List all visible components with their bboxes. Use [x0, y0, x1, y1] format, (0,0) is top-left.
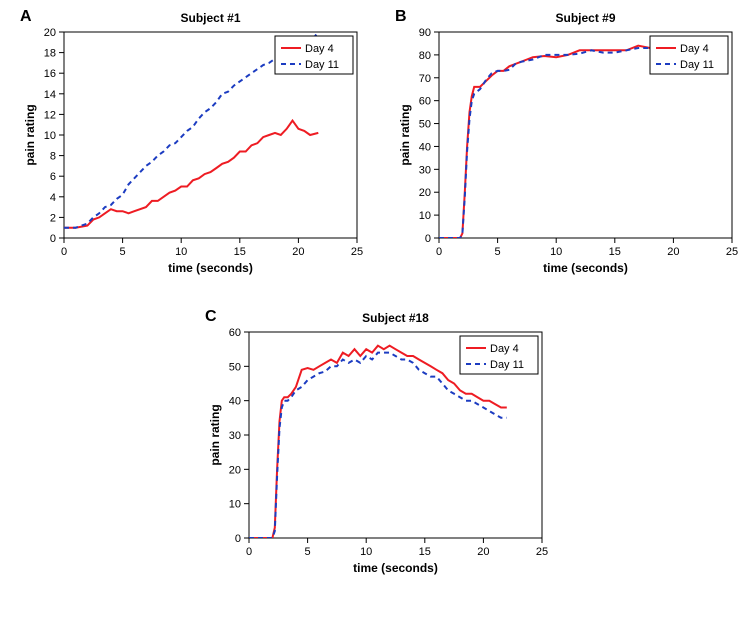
chart-panel-C: C Subject #18 0 5 10 15 20 25 0 10 20 30 40 50 60 time …: [205, 308, 550, 578]
y-tick-label: 6: [50, 171, 56, 183]
y-tick-label: 20: [44, 27, 56, 39]
x-tick-label: 0: [436, 246, 442, 258]
x-tick-label: 15: [234, 246, 246, 258]
y-tick-label: 80: [419, 50, 431, 62]
x-tick-label: 10: [175, 246, 187, 258]
x-tick-label: 0: [61, 246, 67, 258]
y-tick-label: 30: [229, 430, 241, 442]
legend-label: Day 4: [490, 343, 519, 355]
chart-title: Subject #18: [362, 311, 429, 325]
y-tick-label: 12: [44, 109, 56, 121]
y-tick-label: 60: [229, 327, 241, 339]
chart-svg-A: Subject #1 0 5 10 15 20 25 0 2 4 6 8 10 12 14 16 18 20 tim…: [20, 8, 365, 278]
series-day4: [249, 346, 507, 538]
x-axis-label: time (seconds): [543, 261, 628, 275]
y-tick-label: 70: [419, 73, 431, 85]
x-axis-label: time (seconds): [353, 561, 438, 575]
x-tick-label: 10: [550, 246, 562, 258]
y-tick-label: 60: [419, 96, 431, 108]
y-tick-label: 20: [419, 187, 431, 199]
series-day11: [439, 48, 695, 238]
y-tick-label: 10: [229, 499, 241, 511]
y-tick-label: 14: [44, 89, 56, 101]
panel-letter-B: B: [395, 8, 407, 26]
y-tick-label: 18: [44, 48, 56, 60]
y-tick-label: 40: [419, 141, 431, 153]
x-tick-label: 15: [419, 546, 431, 558]
y-tick-label: 30: [419, 164, 431, 176]
chart-panel-A: A Subject #1 0 5 10 15 20 25 0 2 4 6 8 10 12 14 16 18 20 ti…: [20, 8, 365, 278]
panel-letter-C: C: [205, 308, 217, 326]
figure-page: A Subject #1 0 5 10 15 20 25 0 2 4 6 8 10 12 14 16 18 20 ti…: [0, 0, 753, 619]
chart-svg-C: Subject #18 0 5 10 15 20 25 0 10 20 30 40 50 60 time (…: [205, 308, 550, 578]
chart-title: Subject #1: [180, 11, 240, 25]
series-day11: [249, 353, 507, 538]
y-axis-label: pain rating: [398, 104, 412, 165]
y-tick-label: 0: [235, 533, 241, 545]
series-day4: [439, 46, 695, 238]
y-tick-label: 8: [50, 151, 56, 163]
x-tick-label: 25: [726, 246, 738, 258]
x-tick-label: 0: [246, 546, 252, 558]
legend-label: Day 11: [490, 359, 524, 371]
y-tick-label: 40: [229, 396, 241, 408]
legend-label: Day 4: [305, 43, 334, 55]
x-tick-label: 5: [495, 246, 501, 258]
x-tick-label: 5: [305, 546, 311, 558]
series-day4: [64, 121, 318, 228]
x-axis-label: time (seconds): [168, 261, 253, 275]
legend-label: Day 11: [305, 59, 339, 71]
x-tick-label: 10: [360, 546, 372, 558]
chart-svg-B: Subject #9 0 5 10 15 20 25 0 10 20 30 40 50 60 70 80 90 t…: [395, 8, 740, 278]
x-tick-label: 20: [292, 246, 304, 258]
y-tick-label: 50: [419, 119, 431, 131]
x-tick-label: 15: [609, 246, 621, 258]
panel-letter-A: A: [20, 8, 32, 26]
y-axis-label: pain rating: [208, 404, 222, 465]
x-tick-label: 25: [536, 546, 548, 558]
y-tick-label: 90: [419, 27, 431, 39]
chart-title: Subject #9: [555, 11, 615, 25]
y-tick-label: 2: [50, 212, 56, 224]
x-tick-label: 20: [477, 546, 489, 558]
y-tick-label: 4: [50, 192, 56, 204]
legend-label: Day 4: [680, 43, 709, 55]
y-tick-label: 10: [419, 210, 431, 222]
x-tick-label: 20: [667, 246, 679, 258]
y-tick-label: 50: [229, 361, 241, 373]
legend-label: Day 11: [680, 59, 714, 71]
y-tick-label: 0: [425, 233, 431, 245]
y-tick-label: 10: [44, 130, 56, 142]
y-tick-label: 20: [229, 464, 241, 476]
chart-panel-B: B Subject #9 0 5 10 15 20 25 0 10 20 30 40 50 60 70 80 90…: [395, 8, 740, 278]
y-tick-label: 16: [44, 68, 56, 80]
x-tick-label: 25: [351, 246, 363, 258]
y-axis-label: pain rating: [23, 104, 37, 165]
y-tick-label: 0: [50, 233, 56, 245]
x-tick-label: 5: [120, 246, 126, 258]
